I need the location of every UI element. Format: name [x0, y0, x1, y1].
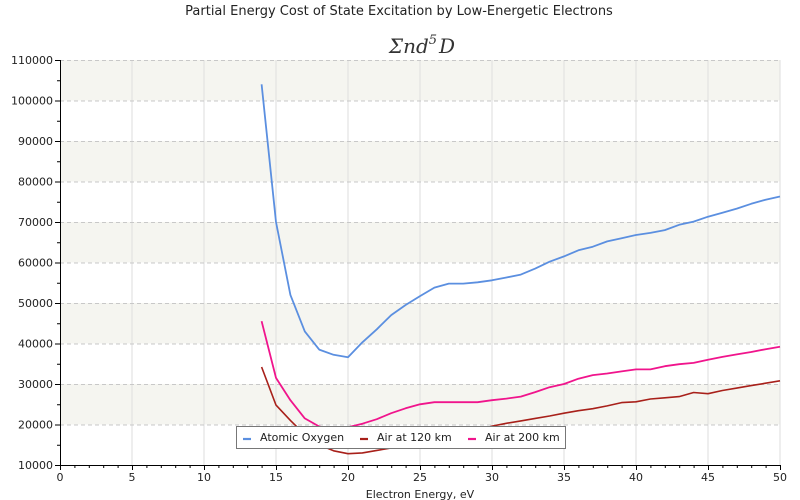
legend-entry-label: Atomic Oxygen: [260, 431, 344, 444]
y-tick-label: 30000: [18, 378, 53, 391]
subtitle-superscript: 5: [429, 33, 437, 48]
x-tick-label: 45: [701, 471, 715, 484]
legend-entry-label: Air at 200 km: [485, 431, 560, 444]
y-tick-label: 50000: [18, 297, 53, 310]
chart-title: Partial Energy Cost of State Excitation …: [185, 4, 613, 19]
y-tick-label: 40000: [18, 338, 53, 351]
x-tick-label: 10: [197, 471, 211, 484]
series-line-atomic-oxygen: [260, 84, 781, 359]
y-tick-label: 20000: [18, 419, 53, 432]
y-tick-label: 70000: [18, 216, 53, 229]
x-tick-label: 5: [129, 471, 136, 484]
x-tick-label: 40: [629, 471, 643, 484]
y-tick-label: 60000: [18, 257, 53, 270]
x-tick-label: 20: [341, 471, 355, 484]
x-tick-label: 0: [57, 471, 64, 484]
y-tick-label: 100000: [11, 95, 53, 108]
legend-entry-label: Air at 120 km: [377, 431, 452, 444]
y-tick-label: 110000: [11, 54, 53, 67]
chart-subtitle: Σnd5 D: [388, 33, 455, 58]
subtitle-tail: D: [438, 34, 455, 58]
legend-box: [236, 426, 566, 449]
series-line-air-at-120-km: [260, 366, 781, 455]
legend: Atomic Oxygen Air at 120 km Air at 200 km: [236, 426, 566, 449]
subtitle-base: Σnd: [388, 34, 429, 58]
x-tick-label: 35: [557, 471, 571, 484]
x-tick-label: 50: [773, 471, 787, 484]
x-axis-label: Electron Energy, eV: [366, 488, 475, 500]
y-tick-label: 80000: [18, 176, 53, 189]
x-tick-label: 25: [413, 471, 427, 484]
y-tick-label: 90000: [18, 135, 53, 148]
x-tick-label: 30: [485, 471, 499, 484]
grid-lines: [60, 60, 781, 465]
x-tick-label: 15: [269, 471, 283, 484]
y-tick-label: 10000: [18, 459, 53, 472]
axes: 0 5 10 15 20 25 30 35 40 45 50 10000 20000 30000 40000…: [11, 54, 787, 484]
